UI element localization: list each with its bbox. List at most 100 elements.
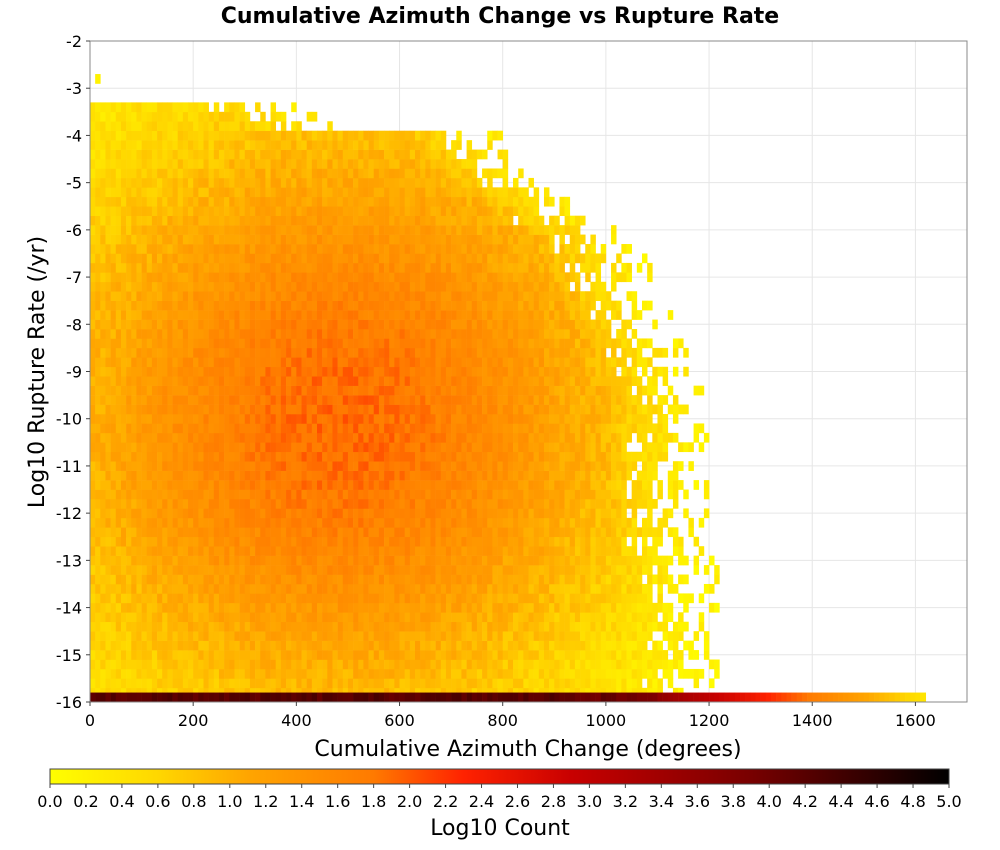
heatmap-cell [280,376,287,386]
heatmap-cell [569,461,576,471]
heatmap-cell [115,338,122,349]
heatmap-cell [605,395,612,405]
heatmap-cell [590,565,596,575]
heatmap-cell [528,413,534,424]
heatmap-cell [456,329,462,339]
heatmap-cell [564,385,571,396]
heatmap-cell [280,517,287,528]
heatmap-cell [507,413,514,424]
heatmap-cell [316,310,323,320]
heatmap-cell [110,432,117,443]
heatmap-cell [213,357,220,368]
heatmap-cell [136,536,142,547]
heatmap-cell [631,291,638,301]
heatmap-cell [265,310,271,320]
heatmap-cell [585,480,591,490]
heatmap-cell [100,451,106,462]
heatmap-cell [193,442,199,453]
heatmap-cell [249,498,256,509]
heatmap-cell [605,451,612,462]
heatmap-cell [564,546,571,556]
heatmap-cell [507,281,514,292]
heatmap-cell [415,404,421,415]
heatmap-cell [249,357,256,368]
heatmap-cell [208,640,215,651]
heatmap-cell [487,489,493,500]
heatmap-cell [373,451,380,462]
heatmap-cell [549,451,555,462]
heatmap-cell [136,461,142,471]
heatmap-cell [502,612,509,623]
heatmap-cell [203,470,209,481]
heatmap-cell [626,423,632,434]
heatmap-cell [605,565,612,575]
heatmap-cell [146,291,153,301]
heatmap-cell [513,678,519,689]
heatmap-cell [95,508,101,519]
heatmap-cell [162,498,168,509]
heatmap-cell [657,366,663,377]
heatmap-cell [611,357,617,368]
heatmap-cell [110,489,117,500]
heatmap-cell [420,404,426,415]
heatmap-cell [286,612,292,623]
heatmap-cell [549,659,555,670]
heatmap-cell [533,527,540,538]
heatmap-cell [703,631,710,641]
heatmap-cell [208,338,215,349]
heatmap-cell [513,480,519,490]
heatmap-cell [239,678,246,689]
heatmap-cell [420,300,426,311]
heatmap-cell [404,442,411,453]
heatmap-cell [157,376,163,386]
heatmap-cell [280,442,287,453]
heatmap-cell [95,470,101,481]
heatmap-cell [301,300,307,311]
heatmap-cell [373,602,380,613]
heatmap-cell [631,574,638,585]
heatmap-cell [595,319,602,330]
heatmap-cell [198,583,204,594]
heatmap-cell [286,291,292,301]
heatmap-cell [543,470,550,481]
heatmap-cell [301,404,307,415]
heatmap-cell [420,376,426,386]
heatmap-cell [502,574,509,585]
heatmap-cell [316,574,323,585]
heatmap-cell [332,555,338,566]
heatmap-cell [528,574,534,585]
heatmap-cell [255,451,261,462]
heatmap-cell [363,451,369,462]
heatmap-cell [296,300,302,311]
heatmap-cell [301,508,307,519]
heatmap-cell [146,574,153,585]
heatmap-cell [157,517,163,528]
heatmap-cell [270,508,277,519]
heatmap-cell [435,621,442,632]
heatmap-cell [198,376,204,386]
heatmap-cell [265,508,271,519]
heatmap-cell [188,272,194,283]
heatmap-cell [342,338,349,349]
heatmap-cell [384,508,390,519]
heatmap-cell [368,442,375,453]
heatmap-cell [533,498,540,509]
heatmap-cell [115,442,122,453]
heatmap-cell [126,291,132,301]
heatmap-cell [110,281,117,292]
heatmap-cell [497,574,504,585]
heatmap-cell [239,347,246,358]
heatmap-cell [224,678,230,689]
heatmap-cell [564,555,571,566]
heatmap-cell [492,376,498,386]
heatmap-cell [311,489,318,500]
heatmap-cell [559,517,565,528]
heatmap-cell [306,640,313,651]
heatmap-cell [131,338,137,349]
heatmap-cell [389,527,395,538]
heatmap-cell [502,621,509,632]
heatmap-cell [476,593,483,604]
heatmap-cell [585,310,591,320]
heatmap-cell [105,659,111,670]
heatmap-cell [162,678,168,689]
